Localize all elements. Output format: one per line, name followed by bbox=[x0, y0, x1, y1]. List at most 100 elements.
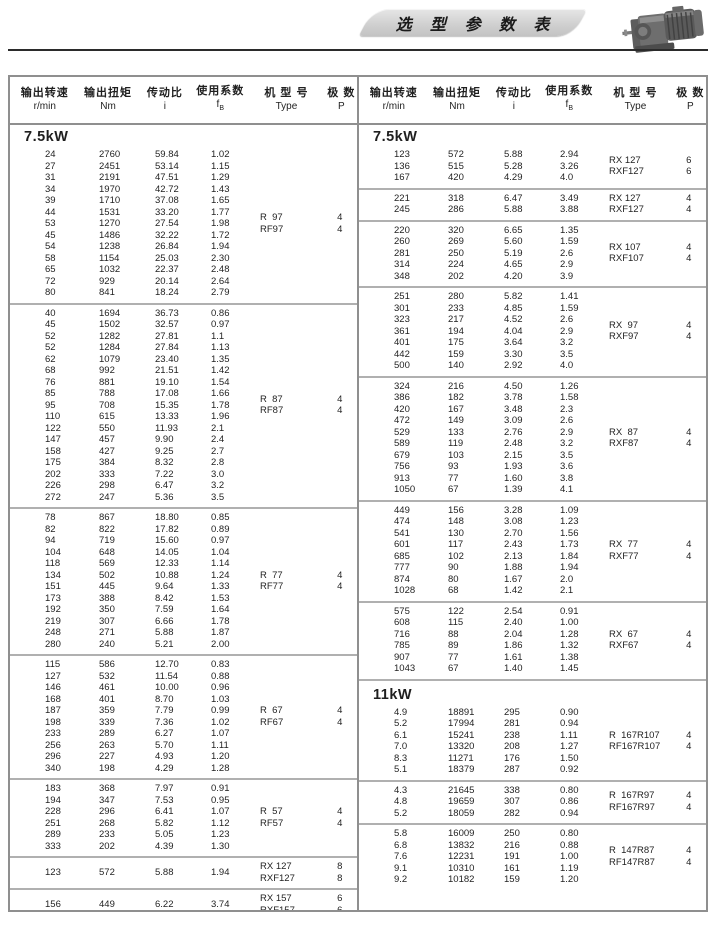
ratio-cell: 21.51 bbox=[155, 365, 179, 376]
speed-cell: 4.3 bbox=[394, 784, 408, 796]
torque-cell: 841 bbox=[99, 287, 115, 298]
speed-cell: 4.9 bbox=[394, 706, 408, 718]
table-row: 785 89 1.86 1.32 bbox=[359, 640, 601, 652]
table-row: 52 1282 27.81 1.1 bbox=[10, 331, 252, 343]
table-row: 323 217 4.52 2.6 bbox=[359, 314, 601, 326]
poles-value: 6 bbox=[337, 904, 343, 911]
service-factor-cell: 0.97 bbox=[211, 319, 230, 330]
ratio-cell: 25.03 bbox=[155, 252, 179, 264]
poles-value: 4 bbox=[337, 817, 343, 829]
type-column: R 67 RF67 bbox=[252, 705, 325, 728]
ratio-cell: 26.84 bbox=[155, 241, 179, 252]
column-header: 使用系数 fB bbox=[193, 85, 247, 115]
type-column: R 57 RF57 bbox=[252, 806, 325, 829]
table-row: 601 117 2.43 1.73 bbox=[359, 539, 601, 551]
service-factor-cell: 1.29 bbox=[211, 172, 230, 183]
column-header-unit-sub: B bbox=[568, 105, 573, 112]
torque-cell: 93 bbox=[448, 461, 459, 472]
ratio-cell: 11.54 bbox=[155, 670, 179, 682]
torque-cell: 1531 bbox=[99, 206, 121, 218]
torque-cell: 307 bbox=[99, 615, 115, 627]
speed-cell: 5.8 bbox=[394, 828, 408, 839]
speed-cell: 280 bbox=[45, 638, 61, 650]
table-row: 146 461 10.00 0.96 bbox=[10, 682, 252, 694]
table-row: 5.8 16009 250 0.80 bbox=[359, 828, 601, 840]
service-factor-cell: 2.0 bbox=[560, 573, 574, 585]
torque-cell: 133 bbox=[448, 426, 464, 438]
poles-value: 4 bbox=[337, 223, 343, 235]
ratio-cell: 7.97 bbox=[155, 783, 174, 794]
service-factor-cell: 1.00 bbox=[560, 851, 579, 862]
table-row: 221 318 6.47 3.49 bbox=[359, 193, 601, 205]
poles-value: 6 bbox=[686, 154, 692, 166]
type-label: RXF127 bbox=[260, 872, 295, 884]
speed-cell: 167 bbox=[394, 172, 410, 183]
table-left-half: 输出转速 r/min 输出扭矩 Nm 传动比 i 使用系数 fB 机 型 号 Type 极 数 P 7.… bbox=[10, 77, 359, 910]
table-row: 6.1 15241 238 1.11 bbox=[359, 730, 601, 742]
torque-cell: 788 bbox=[99, 388, 115, 399]
type-label: RF87 bbox=[260, 405, 284, 417]
torque-cell: 822 bbox=[99, 523, 115, 535]
ratio-cell: 2.15 bbox=[504, 449, 523, 461]
poles-value: 4 bbox=[686, 628, 692, 640]
speed-cell: 65 bbox=[45, 264, 56, 275]
service-factor-cell: 1.23 bbox=[211, 829, 230, 840]
table-row: 256 263 5.70 1.11 bbox=[10, 740, 252, 752]
column-headers: 输出转速 r/min 输出扭矩 Nm 传动比 i 使用系数 fB 机 型 号 Type 极 数 P bbox=[10, 77, 357, 125]
speed-cell: 68 bbox=[45, 365, 56, 376]
table-row: 529 133 2.76 2.9 bbox=[359, 427, 601, 439]
type-label: RX 157 bbox=[260, 893, 292, 904]
column-header-unit: r/min bbox=[382, 101, 405, 112]
service-factor-cell: 1.15 bbox=[211, 160, 230, 172]
torque-cell: 502 bbox=[99, 569, 115, 581]
speed-cell: 194 bbox=[45, 794, 61, 806]
speed-cell: 198 bbox=[45, 716, 61, 728]
torque-cell: 227 bbox=[99, 751, 115, 762]
ratio-cell: 3.48 bbox=[504, 403, 523, 415]
speed-cell: 40 bbox=[45, 307, 56, 319]
column-header-unit: Type bbox=[275, 101, 298, 112]
service-factor-cell: 1.26 bbox=[560, 380, 579, 392]
torque-cell: 233 bbox=[448, 302, 464, 314]
poles-value: 4 bbox=[337, 705, 343, 716]
ratio-cell: 2.13 bbox=[504, 550, 523, 562]
speed-cell: 251 bbox=[394, 291, 410, 302]
motor-selection-block: 115 586 12.70 0.83 127 532 11.54 0.88 146 461 10.0… bbox=[10, 654, 357, 778]
poles-value: 4 bbox=[337, 716, 343, 728]
service-factor-cell: 1.19 bbox=[560, 862, 579, 874]
speed-cell: 296 bbox=[45, 751, 61, 762]
column-header-cn: 极 数 bbox=[327, 87, 356, 99]
service-factor-cell: 1.11 bbox=[211, 739, 229, 751]
ratio-cell: 22.37 bbox=[155, 264, 179, 275]
table-row: 716 88 2.04 1.28 bbox=[359, 629, 601, 641]
type-column: RX 97 RXF97 bbox=[601, 320, 674, 343]
ratio-cell: 12.70 bbox=[155, 659, 179, 670]
torque-cell: 615 bbox=[99, 411, 115, 422]
torque-cell: 68 bbox=[448, 585, 459, 596]
speed-cell: 281 bbox=[394, 247, 410, 259]
table-row: 72 929 20.14 2.64 bbox=[10, 276, 252, 288]
table-row: 5.2 17994 281 0.94 bbox=[359, 718, 601, 730]
torque-cell: 77 bbox=[448, 472, 459, 484]
torque-cell: 156 bbox=[448, 504, 464, 516]
motor-selection-block: 220 320 6.65 1.35 260 269 5.60 1.59 281 250 5.19 2.… bbox=[359, 219, 706, 287]
service-factor-cell: 0.94 bbox=[560, 718, 579, 729]
service-factor-cell: 1.42 bbox=[211, 365, 230, 376]
service-factor-cell: 0.86 bbox=[560, 796, 579, 807]
ratio-cell: 15.35 bbox=[155, 399, 179, 411]
torque-cell: 388 bbox=[99, 592, 115, 604]
speed-cell: 575 bbox=[394, 605, 410, 617]
torque-cell: 67 bbox=[448, 484, 459, 495]
type-column: RX 127 RXF127 bbox=[601, 193, 674, 216]
poles-value: 4 bbox=[686, 741, 692, 752]
ratio-cell: 5.82 bbox=[155, 817, 174, 829]
column-header-cn: 输出扭矩 bbox=[84, 87, 133, 99]
torque-cell: 90 bbox=[448, 562, 459, 573]
torque-cell: 67 bbox=[448, 663, 459, 674]
service-factor-cell: 1.02 bbox=[211, 149, 230, 160]
torque-cell: 119 bbox=[448, 438, 464, 449]
motor-selection-block: 4.9 18891 295 0.90 5.2 17994 281 0.94 6.1 15241 23… bbox=[359, 704, 706, 780]
